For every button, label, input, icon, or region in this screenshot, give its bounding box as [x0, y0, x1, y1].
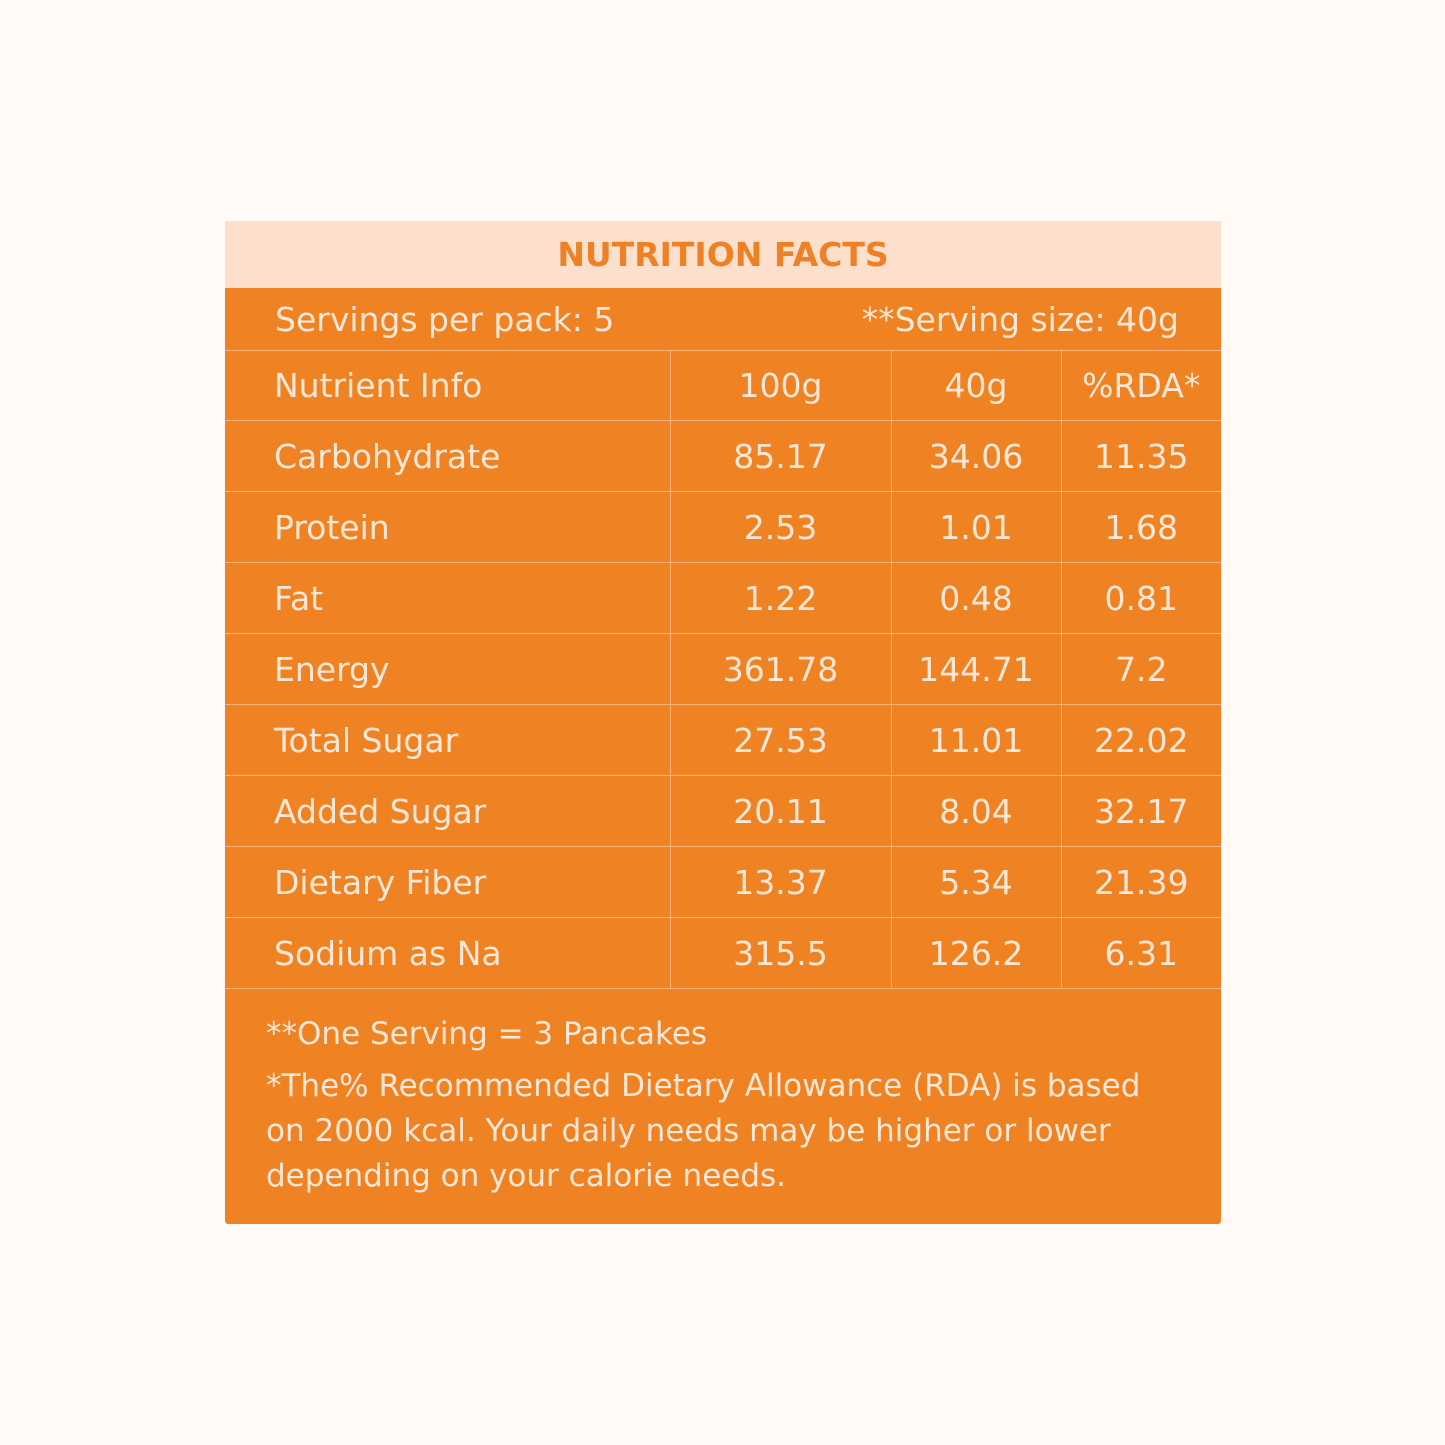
nutrient-name: Fat [225, 562, 670, 634]
value-rda: 7.2 [1060, 633, 1221, 705]
value-rda: 1.68 [1060, 491, 1221, 563]
table-row: Fat 1.22 0.48 0.81 [225, 562, 1221, 634]
value-100g: 85.17 [669, 420, 891, 492]
nutrient-name: Energy [225, 633, 670, 705]
value-40g: 34.06 [890, 420, 1061, 492]
value-100g: 1.22 [669, 562, 891, 634]
table-row: Added Sugar 20.11 8.04 32.17 [225, 775, 1221, 847]
value-100g: 315.5 [669, 917, 891, 989]
table-row: Protein 2.53 1.01 1.68 [225, 491, 1221, 563]
servings-row: Servings per pack: 5 **Serving size: 40g [225, 288, 1221, 351]
nutrient-name: Dietary Fiber [225, 846, 670, 918]
value-40g: 11.01 [890, 704, 1061, 776]
nutrient-name: Carbohydrate [225, 420, 670, 492]
value-40g: 5.34 [890, 846, 1061, 918]
servings-per-pack: Servings per pack: 5 [275, 300, 615, 339]
table-row: Sodium as Na 315.5 126.2 6.31 [225, 917, 1221, 989]
value-rda: 21.39 [1060, 846, 1221, 918]
rda-footnote: *The% Recommended Dietary Allowance (RDA… [266, 1068, 1141, 1195]
value-100g: 2.53 [669, 491, 891, 563]
table-row: Dietary Fiber 13.37 5.34 21.39 [225, 846, 1221, 918]
value-40g: 8.04 [890, 775, 1061, 847]
table-row: Carbohydrate 85.17 34.06 11.35 [225, 420, 1221, 492]
header-100g: 100g [669, 350, 891, 421]
value-100g: 27.53 [669, 704, 891, 776]
nutrition-table: Nutrient Info 100g 40g %RDA* Carbohydrat… [225, 350, 1221, 989]
table-header-row: Nutrient Info 100g 40g %RDA* [225, 350, 1221, 421]
value-40g: 0.48 [890, 562, 1061, 634]
table-row: Energy 361.78 144.71 7.2 [225, 633, 1221, 705]
value-rda: 6.31 [1060, 917, 1221, 989]
header-nutrient-info: Nutrient Info [225, 350, 670, 421]
value-40g: 126.2 [890, 917, 1061, 989]
value-rda: 0.81 [1060, 562, 1221, 634]
nutrition-facts-card: NUTRITION FACTS Servings per pack: 5 **S… [225, 221, 1221, 1224]
header-40g: 40g [890, 350, 1061, 421]
table-row: Total Sugar 27.53 11.01 22.02 [225, 704, 1221, 776]
nutrient-name: Protein [225, 491, 670, 563]
serving-size: **Serving size: 40g [861, 300, 1179, 339]
value-100g: 20.11 [669, 775, 891, 847]
footnotes: **One Serving = 3 Pancakes *The% Recomme… [266, 1014, 1186, 1199]
value-rda: 22.02 [1060, 704, 1221, 776]
value-rda: 11.35 [1060, 420, 1221, 492]
value-40g: 1.01 [890, 491, 1061, 563]
value-100g: 361.78 [669, 633, 891, 705]
value-40g: 144.71 [890, 633, 1061, 705]
serving-footnote: **One Serving = 3 Pancakes [266, 1016, 708, 1052]
value-100g: 13.37 [669, 846, 891, 918]
nutrient-name: Total Sugar [225, 704, 670, 776]
nutrient-name: Sodium as Na [225, 917, 670, 989]
nutrition-facts-title: NUTRITION FACTS [557, 235, 889, 274]
header-rda: %RDA* [1060, 350, 1221, 421]
nutrient-name: Added Sugar [225, 775, 670, 847]
value-rda: 32.17 [1060, 775, 1221, 847]
title-bar: NUTRITION FACTS [225, 221, 1221, 288]
